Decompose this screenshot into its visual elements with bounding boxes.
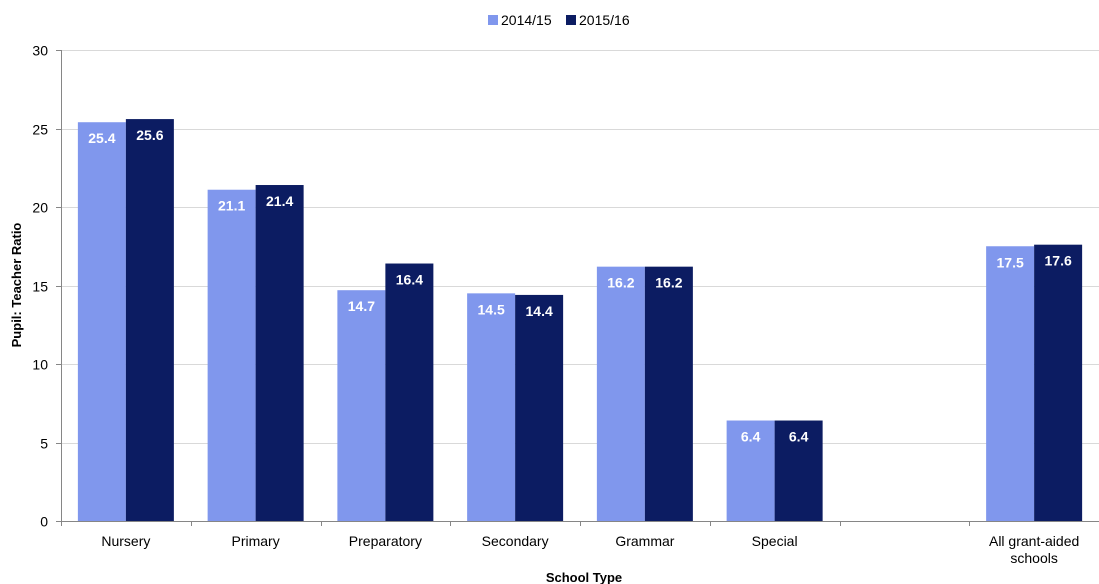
x-tick-label: Secondary [482, 533, 549, 549]
data-label: 14.7 [348, 298, 375, 314]
data-label: 6.4 [789, 429, 809, 445]
bar-2015-16 [515, 294, 564, 521]
legend-swatch [488, 15, 498, 25]
data-label: 21.4 [266, 193, 293, 209]
data-label: 14.4 [526, 303, 553, 319]
data-label: 16.2 [655, 275, 682, 291]
data-label: 16.2 [607, 275, 634, 291]
y-tick-labels: 0 5 10 15 20 25 30 [32, 43, 48, 530]
y-tick-label: 10 [32, 357, 48, 373]
x-tick-label: schools [1010, 550, 1057, 566]
x-tick-label: Special [752, 533, 798, 549]
axes [61, 50, 1099, 522]
y-tick-label: 20 [32, 200, 48, 216]
y-tick-label: 25 [32, 122, 48, 138]
bar-2015-16 [385, 263, 434, 521]
bar-2015-16 [644, 266, 693, 521]
bar-2014-15 [726, 420, 775, 521]
y-axis-title: Pupil: Teacher Ratio [9, 223, 24, 348]
data-label: 14.5 [478, 301, 505, 317]
data-label: 25.6 [136, 127, 163, 143]
data-label: 6.4 [741, 429, 761, 445]
x-tick-labels: Nursery Primary Preparatory Secondary Gramma… [101, 533, 1079, 566]
data-label: 25.4 [88, 130, 115, 146]
data-label: 17.5 [997, 254, 1024, 270]
x-axis-title: School Type [546, 570, 622, 584]
x-tick-label: Primary [232, 533, 280, 549]
data-labels: 25.4 21.1 14.7 14.5 16.2 6.4 17.5 25.6 21.4 16.4 1… [88, 127, 1072, 444]
data-label: 16.4 [396, 272, 423, 288]
bar-2014-15 [596, 266, 645, 521]
y-tick-label: 30 [32, 43, 48, 59]
legend: 2014/15 2015/16 [488, 12, 630, 28]
x-tick-label: Preparatory [349, 533, 422, 549]
bar-2015-16 [774, 420, 823, 521]
x-tick-label: Grammar [615, 533, 674, 549]
y-tick-label: 15 [32, 279, 48, 295]
data-label: 21.1 [218, 198, 245, 214]
bar-2015-16 [1034, 244, 1083, 521]
x-tick-label: All grant-aided [989, 533, 1079, 549]
x-tick-label: Nursery [101, 533, 150, 549]
legend-label: 2015/16 [579, 12, 630, 28]
bar-2014-15 [986, 246, 1035, 521]
y-tick-label: 0 [40, 514, 48, 530]
bars [77, 119, 1083, 522]
bar-2015-16 [125, 119, 174, 521]
bar-2014-15 [77, 122, 126, 521]
legend-swatch [566, 15, 576, 25]
bar-2014-15 [207, 189, 256, 522]
legend-label: 2014/15 [501, 12, 552, 28]
bar-2014-15 [337, 290, 386, 521]
bar-2014-15 [467, 293, 516, 521]
bar-2015-16 [255, 185, 304, 521]
data-label: 17.6 [1045, 253, 1072, 269]
y-tick-label: 5 [40, 436, 48, 452]
